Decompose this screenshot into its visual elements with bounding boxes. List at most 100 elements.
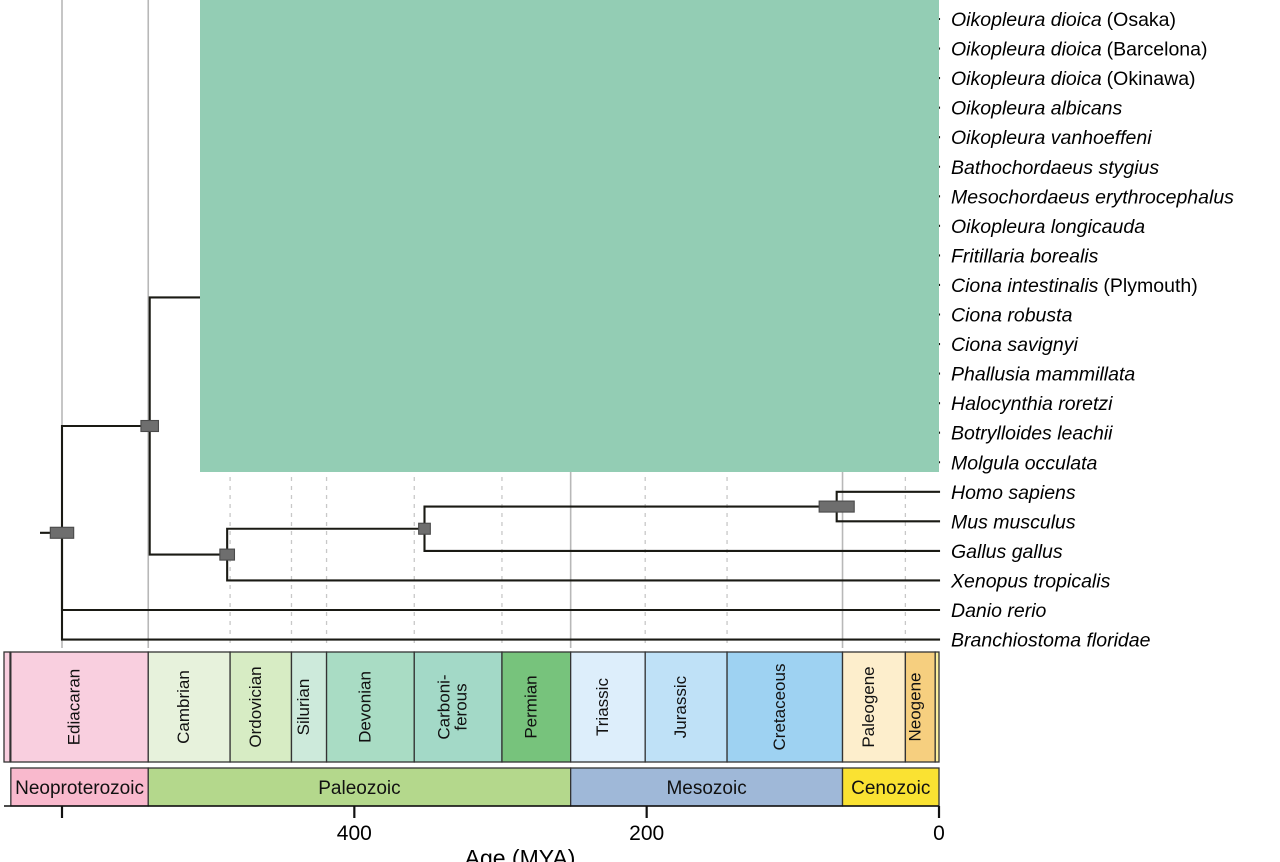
tip-label-species: Oikopleura dioica: [951, 9, 1102, 31]
timescale-period-label: ferous: [452, 683, 471, 730]
tip-label: Oikopleura dioica (Barcelona): [951, 39, 1207, 61]
tip-label-species: Danio rerio: [951, 600, 1047, 622]
timescale-era-cell: [570, 767, 844, 807]
timescale-era-label: Neoproterozoic: [15, 778, 144, 799]
tip-label: Oikopleura dioica (Okinawa): [951, 68, 1196, 90]
timescale-period-cell: [3, 651, 11, 763]
timescale-period-label: Jurassic: [671, 675, 690, 738]
tree-branch: [60, 424, 151, 534]
axis-title: Age (MYA): [465, 845, 576, 862]
tip-label-species: Ciona intestinalis: [951, 275, 1099, 297]
axis-tick-label: 200: [629, 822, 664, 845]
timescale-period-label: Devonian: [355, 671, 374, 743]
tip-label-species: Mus musculus: [951, 511, 1076, 533]
tip-label-species: Oikopleura vanhoeffeni: [951, 127, 1152, 149]
timescale-period-cell: [229, 651, 293, 763]
timescale-period-cell: [325, 651, 415, 763]
timescale-period-cell: [726, 651, 844, 763]
tree-branch: [60, 531, 941, 641]
timescale-era-cell: [841, 767, 940, 807]
tip-label: Botrylloides leachii: [951, 423, 1113, 445]
tip-label-species: Oikopleura albicans: [951, 98, 1123, 120]
axis-layer: 400 200 0 Age (MYA): [4, 805, 945, 862]
tip-label: Molgula occulata: [951, 452, 1097, 474]
tip-label-species: Halocynthia roretzi: [951, 393, 1113, 415]
highlight-tunicata: [200, 0, 939, 472]
timescale-era-label: Cenozoic: [851, 778, 930, 799]
timescale-period-cell: [413, 651, 503, 763]
timescale-period-cell: [501, 651, 572, 763]
node-hpd-bar-gray: [418, 522, 431, 535]
timescale-period-cell: [904, 651, 936, 763]
tip-label: Oikopleura vanhoeffeni: [951, 127, 1152, 149]
tree-branch: [148, 424, 229, 556]
timescale-period-label: Neogene: [905, 672, 924, 741]
tip-label-strain: (Plymouth): [1103, 275, 1197, 297]
tip-label: Ciona savignyi: [951, 334, 1078, 356]
tree-branch: [423, 527, 941, 552]
timescale-layer: Ediacaran Cambrian Ordovician Silurian Devon…: [3, 651, 940, 807]
axis-tick-label: 400: [337, 822, 372, 845]
timescale-period-cell: [147, 651, 231, 763]
timescale-era-cell: [147, 767, 572, 807]
tip-label: Oikopleura longicauda: [951, 216, 1145, 238]
timescale-period-label: Ediacaran: [65, 669, 84, 746]
tip-label-species: Fritillaria borealis: [951, 245, 1099, 267]
tip-label: Bathochordaeus stygius: [951, 157, 1159, 179]
tip-label-species: Molgula occulata: [951, 452, 1097, 474]
tip-label-strain: (Osaka): [1107, 9, 1176, 31]
tree-branch: [226, 527, 426, 556]
tip-label-species: Botrylloides leachii: [951, 423, 1113, 445]
timescale-period-label: Silurian: [294, 679, 313, 736]
tip-label-strain: (Barcelona): [1107, 39, 1208, 61]
timescale-period-cell: [290, 651, 328, 763]
tip-label-species: Homo sapiens: [951, 482, 1076, 504]
tree-branch: [423, 505, 838, 530]
timescale-era-label: Paleozoic: [318, 778, 400, 799]
tip-label-species: Oikopleura longicauda: [951, 216, 1145, 238]
tip-label: Oikopleura albicans: [951, 98, 1123, 120]
tip-label-strain: (Okinawa): [1107, 68, 1196, 90]
tip-label: Ciona intestinalis (Plymouth): [951, 275, 1198, 297]
tree-branch: [60, 531, 941, 612]
tip-label: Branchiostoma floridae: [951, 630, 1151, 652]
tip-label: Danio rerio: [951, 600, 1047, 622]
timescale-period-cell: [10, 651, 149, 763]
timescale-period-label: Carboni-: [435, 674, 454, 739]
tip-label-species: Mesochordaeus erythrocephalus: [951, 186, 1234, 208]
tip-label-species: Xenopus tropicalis: [950, 570, 1111, 592]
node-hpd-bar-gray: [49, 526, 75, 539]
node-hpd-bar-gray: [219, 548, 236, 561]
tip-label-species: Gallus gallus: [951, 541, 1063, 563]
tip-label: Mus musculus: [951, 511, 1076, 533]
timescale-era-cell: [10, 767, 149, 807]
timescale-period-cell: [570, 651, 646, 763]
tip-label: Ciona robusta: [951, 305, 1073, 327]
node-hpd-bar-gray: [818, 500, 855, 513]
timescale-period-label: Ordovician: [246, 666, 265, 747]
tip-label-species: Bathochordaeus stygius: [951, 157, 1159, 179]
timescale-period-label: Paleogene: [859, 666, 878, 747]
timescale-period-cell: [934, 651, 940, 763]
timescale-period-cell: [644, 651, 728, 763]
tip-label-species: Ciona robusta: [951, 305, 1073, 327]
tip-label-species: Ciona savignyi: [951, 334, 1078, 356]
tip-label-species: Oikopleura dioica: [951, 39, 1102, 61]
tip-label: Phallusia mammillata: [951, 364, 1135, 386]
tip-label-species: Phallusia mammillata: [951, 364, 1135, 386]
tip-label: Homo sapiens: [951, 482, 1076, 504]
tip-label: Xenopus tropicalis: [950, 570, 1111, 592]
timescale-period-label: Triassic: [593, 678, 612, 736]
tip-label: Mesochordaeus erythrocephalus: [951, 186, 1234, 208]
tip-label: Halocynthia roretzi: [951, 393, 1113, 415]
tip-label: Oikopleura dioica (Osaka): [951, 9, 1176, 31]
node-hpd-bar-gray: [140, 419, 160, 433]
timescale-period-label: Cretaceous: [770, 664, 789, 751]
tip-label: Fritillaria borealis: [951, 245, 1099, 267]
tip-label-species: Oikopleura dioica: [951, 68, 1102, 90]
timescale-period-label: Cambrian: [174, 670, 193, 744]
tip-label-layer: Oikopleura dioica (Osaka)Oikopleura dioic…: [950, 9, 1234, 652]
timescale-period-label: Permian: [521, 675, 540, 738]
